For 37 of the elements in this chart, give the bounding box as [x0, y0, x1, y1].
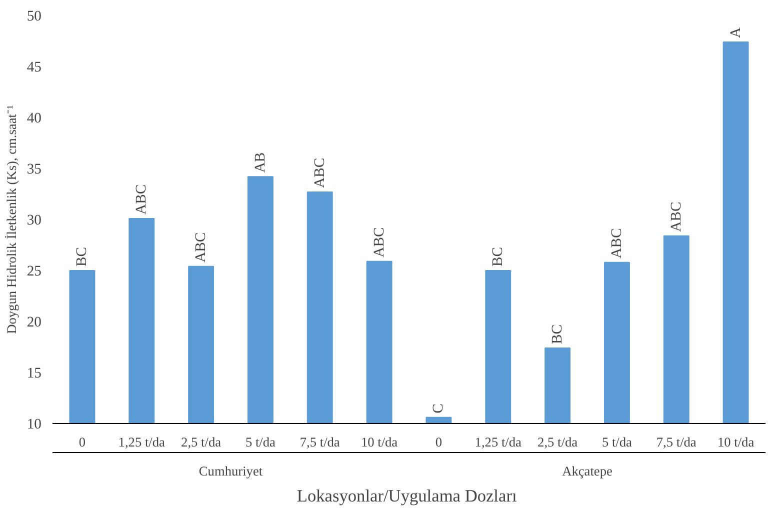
x-axis-title: Lokasyonlar/Uygulama Dozları: [296, 486, 517, 506]
y-tick-label: 40: [26, 110, 42, 126]
x-tick-label: 10 t/da: [360, 434, 398, 450]
data-label: BC: [550, 324, 566, 344]
y-tick-label: 50: [26, 8, 42, 24]
data-label: BC: [490, 246, 506, 266]
y-tick-label: 30: [26, 212, 42, 228]
data-label: ABC: [371, 227, 388, 258]
data-label: BC: [74, 246, 90, 266]
text: Cumhuriyet: [198, 464, 263, 478]
y-tick-label: 25: [26, 264, 42, 280]
x-tick-label: 5 t/da: [245, 434, 276, 450]
x-tick-label: 1,25 t/da: [118, 434, 166, 450]
text: Akçatepe: [562, 464, 612, 478]
y-axis-title: Doygun Hidrolik İletkenlik (Ks), cm.saat⁻¹: [4, 105, 19, 334]
x-tick-label: 0: [435, 434, 442, 450]
x-tick-label: 10 t/da: [717, 434, 754, 450]
x-tick-label: 1,25 t/da: [474, 434, 522, 450]
y-tick-label: 45: [26, 60, 42, 76]
data-label: ABC: [312, 158, 328, 188]
data-label: ABC: [193, 232, 210, 262]
data-label: ABC: [608, 228, 625, 258]
data-label: ABC: [668, 202, 684, 232]
y-tick-label: 10: [26, 416, 42, 432]
data-label: C: [430, 404, 447, 414]
y-tick-label: 15: [26, 366, 42, 382]
data-label: A: [728, 27, 744, 38]
y-tick-label: 20: [26, 314, 42, 330]
data-label: AB: [252, 152, 268, 173]
data-label: ABC: [134, 184, 150, 214]
x-tick-label: 2,5 t/da: [538, 434, 578, 450]
x-tick-label: 2,5 t/da: [181, 434, 222, 450]
x-tick-label: 0: [78, 434, 86, 450]
x-tick-label: 7,5 t/da: [300, 434, 340, 450]
x-tick-label: 5 t/da: [602, 434, 632, 450]
x-tick-label: 7,5 t/da: [656, 434, 696, 450]
y-tick-label: 35: [26, 162, 42, 178]
